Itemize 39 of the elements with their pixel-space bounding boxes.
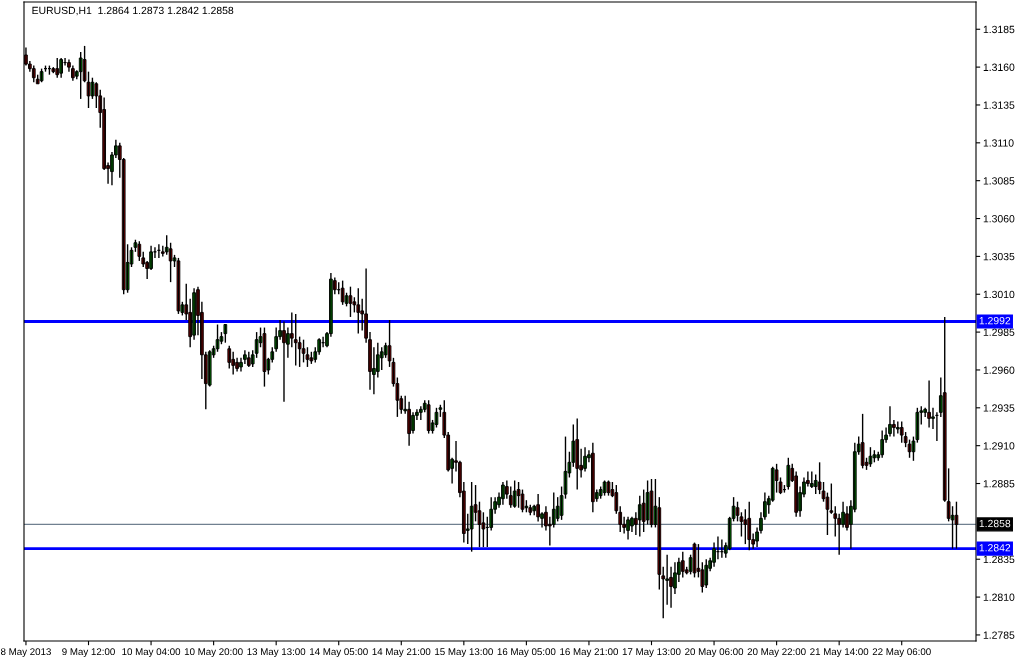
x-tick-label: 15 May 13:00	[435, 648, 493, 658]
x-tick-label: 17 May 13:00	[622, 648, 681, 658]
y-tick-label: 1.3010	[983, 290, 1015, 299]
y-tick-label: 1.3110	[983, 139, 1014, 147]
x-tick-label: 21 May 14:00	[810, 648, 869, 658]
y-tick-label: 1.2885	[983, 480, 1015, 488]
candlestick	[692, 541, 697, 579]
candlestick	[743, 508, 748, 545]
y-tick-label: 1.2985	[983, 328, 1015, 336]
x-tick-label: 10 May 04:00	[122, 648, 181, 658]
chart-title: EURUSD,H1 1.2864 1.2873 1.2842 1.2858	[32, 6, 234, 16]
ref-line-label: 1.2842	[979, 544, 1011, 552]
x-tick-label: 8 May 2013	[0, 648, 51, 658]
y-tick-label: 1.2935	[983, 404, 1015, 412]
x-tick-label: 20 May 06:00	[685, 648, 744, 658]
y-tick-label: 1.2810	[983, 593, 1015, 601]
y-tick-label: 1.3035	[983, 252, 1015, 261]
x-tick-label: 13 May 13:00	[247, 648, 306, 658]
candlestick	[649, 478, 654, 529]
y-tick-label: 1.2910	[983, 442, 1015, 450]
x-tick-label: 20 May 22:00	[747, 648, 806, 658]
x-tick-label: 16 May 05:00	[497, 648, 556, 658]
y-tick-label: 1.3085	[983, 177, 1015, 185]
y-tick-label: 1.3185	[983, 25, 1015, 34]
x-tick-label: 9 May 12:00	[62, 648, 115, 658]
x-tick-label: 16 May 21:00	[560, 648, 619, 658]
x-tick-label: 14 May 21:00	[372, 648, 431, 658]
candlestick	[301, 338, 306, 364]
x-tick-label: 22 May 06:00	[872, 648, 931, 658]
y-tick-label: 1.3060	[983, 215, 1015, 223]
y-tick-label: 1.2835	[983, 555, 1015, 564]
y-tick-label: 1.3160	[983, 63, 1015, 71]
ref-line-label: 1.2858	[979, 519, 1011, 528]
y-tick-label: 1.3135	[983, 101, 1015, 109]
x-tick-label: 14 May 05:00	[310, 648, 368, 658]
x-tick-label: 10 May 20:00	[184, 648, 243, 658]
y-tick-label: 1.2960	[983, 366, 1015, 374]
ref-line-label: 1.2992	[979, 316, 1011, 325]
y-tick-label: 1.2785	[983, 631, 1015, 639]
